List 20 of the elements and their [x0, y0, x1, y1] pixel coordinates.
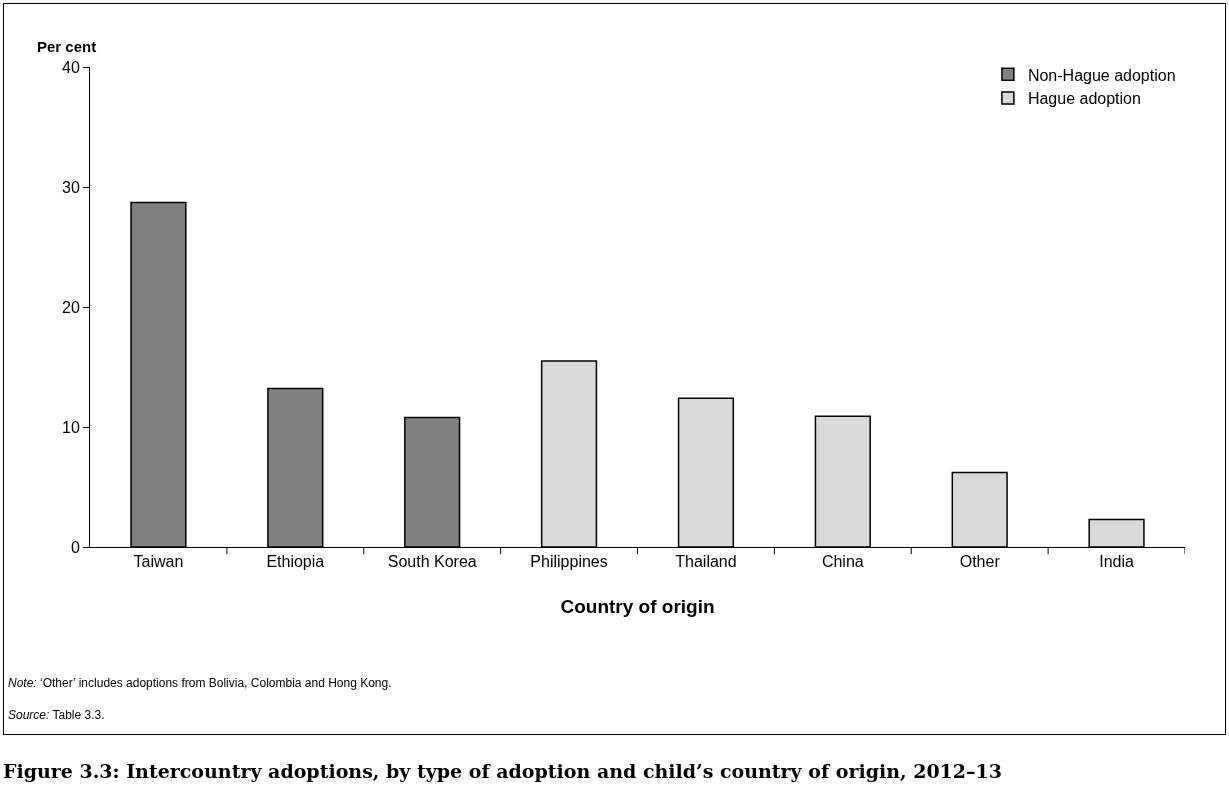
- x-tick-label: Philippines: [530, 553, 608, 571]
- legend-label: Hague adoption: [1027, 90, 1141, 108]
- source-note: Source: Table 3.3.: [8, 708, 105, 722]
- x-axis-title: Country of origin: [560, 596, 715, 617]
- text: Figure 3.3: Intercountry adoptions, by type of adoption and child’s country of origin, 2012–13: [3, 760, 1003, 782]
- x-tick-label: Taiwan: [133, 553, 184, 571]
- x-tick-label: Ethiopia: [266, 553, 325, 571]
- x-tick-label: Thailand: [675, 553, 737, 571]
- text: Note: ‘Other’ includes adoptions from Bolivia, Colombia and Hong Kong.: [8, 676, 392, 690]
- x-tick-label: China: [821, 553, 864, 571]
- x-tick-label: South Korea: [387, 553, 477, 571]
- x-tick-label: Other: [959, 553, 1001, 571]
- y-tick-label: 40: [62, 58, 80, 76]
- y-tick-label: 10: [62, 418, 80, 436]
- y-axis-title: Per cent: [37, 38, 97, 55]
- legend-label: Non-Hague adoption: [1027, 66, 1176, 84]
- y-tick-label: 20: [62, 298, 80, 316]
- y-tick-label: 30: [62, 178, 80, 196]
- x-tick-label: India: [1099, 553, 1135, 571]
- y-tick-label: 0: [70, 538, 80, 556]
